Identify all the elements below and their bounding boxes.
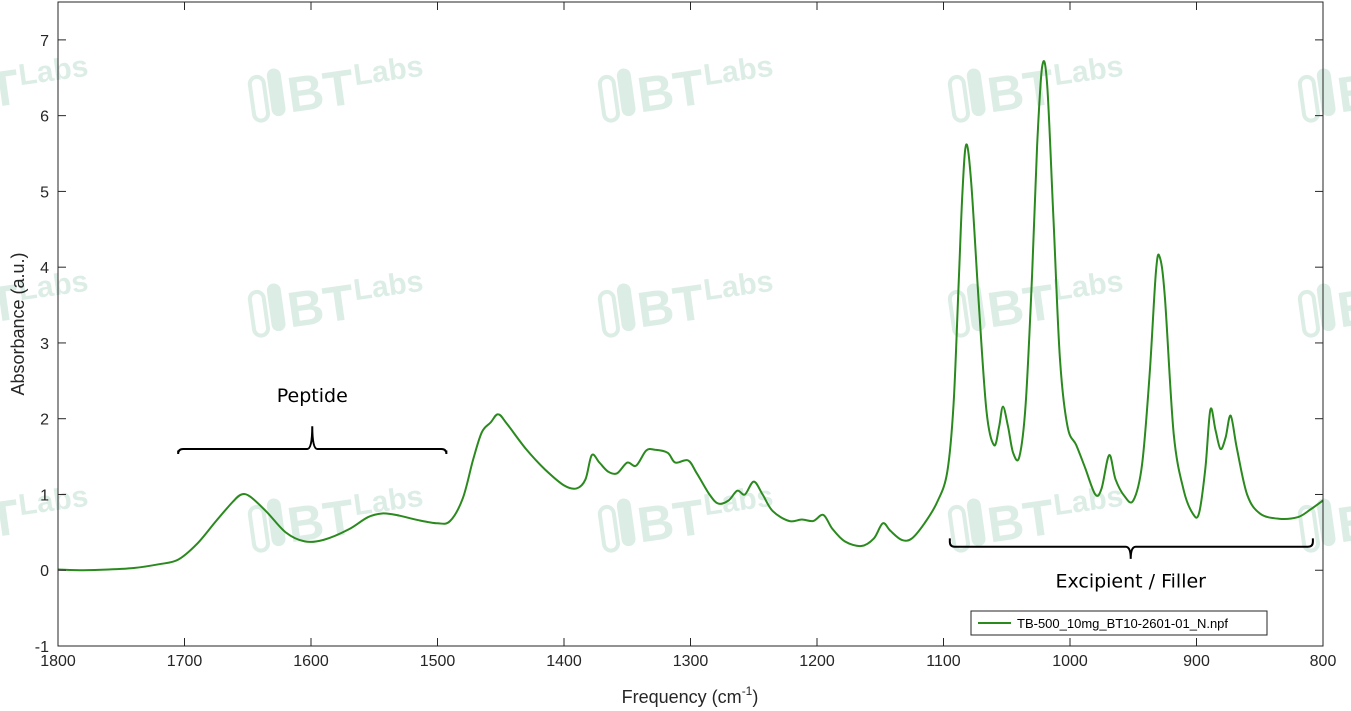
x-axis-label-superscript: -1 xyxy=(742,684,753,698)
test-tube-icon xyxy=(597,504,621,553)
watermark-text-bt: BT xyxy=(634,274,708,339)
y-tick-label: 5 xyxy=(40,184,49,201)
test-tube-icon xyxy=(947,289,971,338)
x-tick-label: 1400 xyxy=(546,653,582,670)
x-tick-label: 1000 xyxy=(1052,653,1088,670)
watermark-text-bt: BT xyxy=(284,489,358,554)
x-axis-label: Frequency (cm-1) xyxy=(622,684,759,707)
watermark-text-bt: BT xyxy=(284,59,358,124)
x-tick-label: 1500 xyxy=(420,653,456,670)
watermark-text-bt: BT xyxy=(634,489,708,554)
test-tube-icon xyxy=(947,74,971,123)
test-tube-icon xyxy=(1316,498,1336,547)
x-tick-label: 1800 xyxy=(40,653,76,670)
watermark-text-bt: BT xyxy=(284,274,358,339)
watermark-text-bt: BT xyxy=(984,274,1058,339)
test-tube-icon xyxy=(966,68,986,117)
y-tick-label: 0 xyxy=(40,563,49,580)
test-tube-icon xyxy=(266,283,286,332)
legend: TB-500_10mg_BT10-2601-01_N.npf xyxy=(970,610,1268,636)
test-tube-icon xyxy=(947,504,971,553)
test-tube-icon xyxy=(247,74,271,123)
test-tube-icon xyxy=(597,289,621,338)
x-tick-label: 1200 xyxy=(799,653,835,670)
x-tick-label: 1100 xyxy=(926,653,961,670)
series-line xyxy=(58,60,1323,572)
y-tick-label: 2 xyxy=(40,412,49,429)
test-tube-icon xyxy=(266,68,286,117)
legend-entry-label: TB-500_10mg_BT10-2601-01_N.npf xyxy=(1017,616,1228,631)
test-tube-icon xyxy=(966,498,986,547)
y-axis-label: Absorbance (a.u.) xyxy=(8,252,28,395)
y-tick-label: 1 xyxy=(40,487,49,504)
test-tube-icon xyxy=(1316,68,1336,117)
test-tube-icon xyxy=(616,68,636,117)
y-tick-label: 3 xyxy=(40,336,49,353)
y-tick-label: 6 xyxy=(40,109,49,126)
watermark-text-bt: BT xyxy=(984,489,1058,554)
axes: 1800 1700 1600 1500 1400 1300 1200 1100 1000 900 8… xyxy=(35,1,1337,670)
watermark-text-bt: BT xyxy=(634,59,708,124)
x-tick-label: 1700 xyxy=(167,653,203,670)
test-tube-icon xyxy=(1297,74,1321,123)
x-tick-label: 1600 xyxy=(293,653,329,670)
y-tick-label: 4 xyxy=(40,260,49,277)
y-tick-label: 7 xyxy=(40,33,49,50)
test-tube-icon xyxy=(1297,504,1321,553)
annotation-label: Peptide xyxy=(277,385,348,407)
watermark-text-bt: BT xyxy=(0,59,23,124)
plot-area xyxy=(58,60,1323,572)
x-tick-label: 800 xyxy=(1310,653,1337,670)
x-tick-label: 900 xyxy=(1183,653,1210,670)
x-axis-label-main: Frequency (cm xyxy=(622,687,742,707)
x-axis-label-end: ) xyxy=(752,687,758,707)
test-tube-icon xyxy=(616,283,636,332)
watermark-text-bt: BT xyxy=(0,489,23,554)
y-tick-label: -1 xyxy=(35,639,49,656)
test-tube-icon xyxy=(1297,289,1321,338)
test-tube-icon xyxy=(616,498,636,547)
x-tick-label: 1300 xyxy=(673,653,709,670)
test-tube-icon xyxy=(597,74,621,123)
legend-box xyxy=(970,610,1268,636)
test-tube-icon xyxy=(1316,283,1336,332)
annotation-label: Excipient / Filler xyxy=(1055,571,1206,593)
test-tube-icon xyxy=(247,504,271,553)
test-tube-icon xyxy=(247,289,271,338)
watermark-text-bt: BT xyxy=(0,274,23,339)
test-tube-icon xyxy=(966,283,986,332)
